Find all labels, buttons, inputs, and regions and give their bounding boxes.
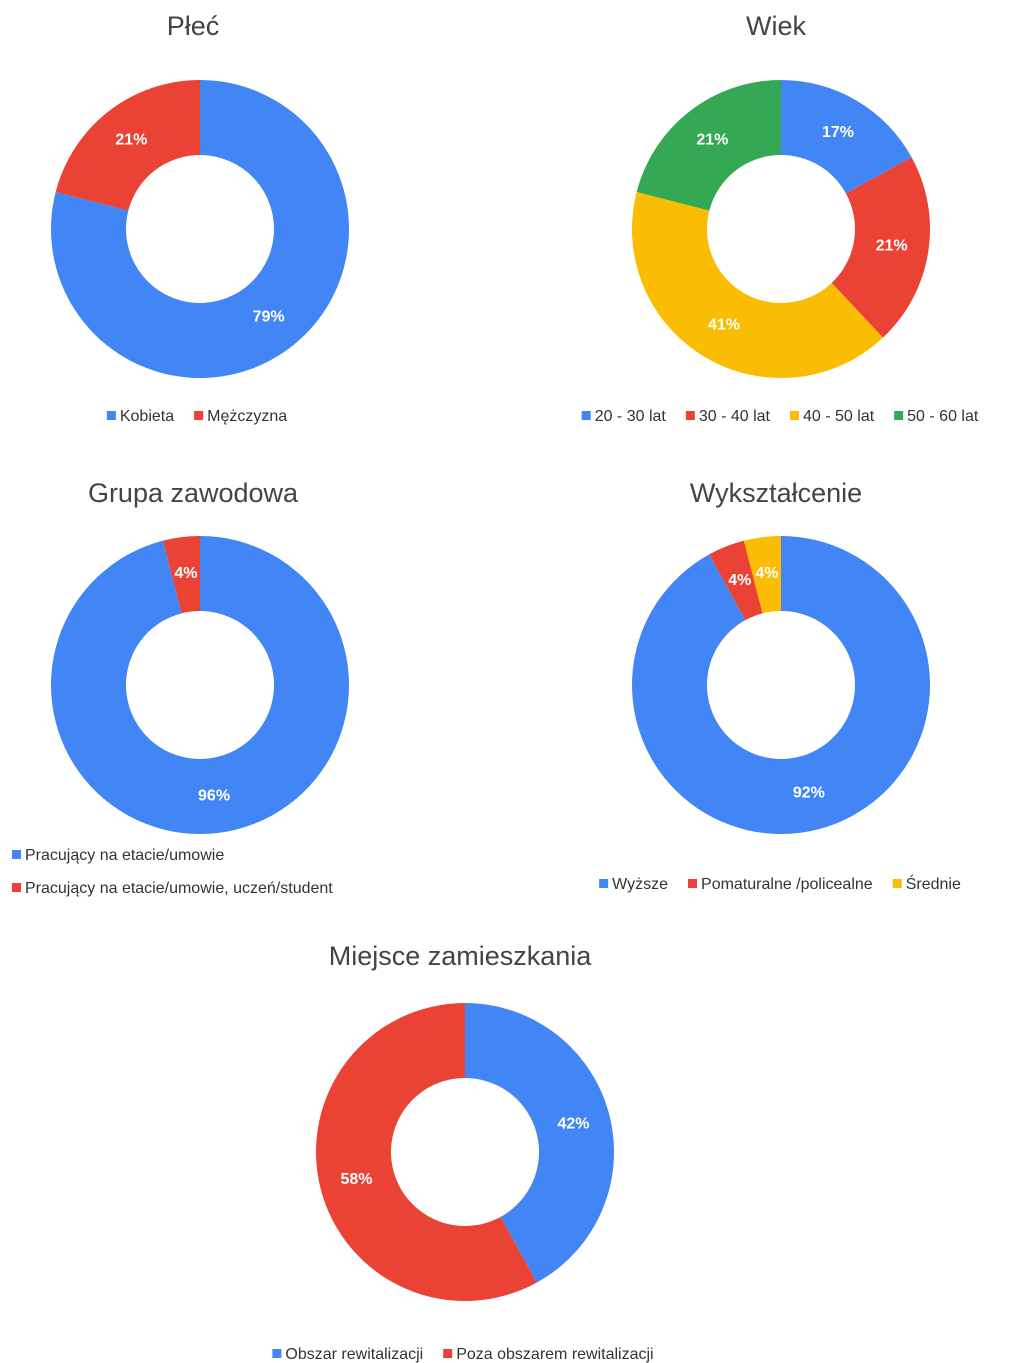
chart-title: Miejsce zamieszkania	[329, 941, 593, 971]
donut-slice	[709, 540, 763, 621]
data-label: 42%	[557, 1115, 589, 1132]
legend-label: Obszar rewitalizacji	[285, 1346, 423, 1363]
legend-item: Wyższe	[599, 876, 668, 893]
donut-slice	[631, 191, 883, 379]
legend: Wyższe Pomaturalne /policealne Średnie	[599, 874, 961, 893]
legend-item: Mężczyzna	[194, 408, 287, 425]
legend-item: Poza obszarem rewitalizacji	[443, 1346, 654, 1363]
legend-label: Średnie	[906, 874, 961, 893]
chart-title: Płeć	[167, 11, 220, 41]
legend-swatch	[688, 879, 698, 888]
donut-slice	[51, 80, 349, 378]
donut-slice	[743, 536, 781, 614]
legend-item: 30 - 40 lat	[685, 408, 771, 425]
donut-chart: Miejsce zamieszkania 42% 58% Obszar rewital…	[272, 941, 654, 1363]
legend-label: Poza obszarem rewitalizacji	[456, 1346, 653, 1363]
legend-item: 20 - 30 lat	[581, 408, 667, 425]
legend-swatch	[581, 411, 591, 420]
data-label: 4%	[728, 572, 751, 589]
chart-title: Wiek	[746, 11, 806, 41]
legend-label: Pomaturalne /policealne	[701, 876, 873, 893]
legend: Pracujący na etacie/umowie Pracujący na e…	[12, 847, 333, 897]
legend: Kobieta Mężczyzna	[106, 408, 287, 425]
legend-swatch	[790, 411, 799, 420]
legend-item: Pracujący na etacie/umowie, uczeń/studen…	[12, 880, 333, 897]
donut-slice	[636, 79, 781, 211]
legend-item: Obszar rewitalizacji	[272, 1346, 423, 1363]
data-label: 4%	[174, 565, 197, 582]
data-label: 96%	[198, 787, 230, 804]
donut-chart: Wykształcenie 92% 4% 4% Wyższe Pomaturalne /p…	[599, 478, 961, 893]
donut-slice	[781, 80, 912, 194]
legend-swatch	[106, 411, 116, 420]
legend-swatch	[12, 883, 21, 892]
donut-slice	[50, 536, 349, 834]
legend-swatch	[892, 879, 902, 888]
legend-swatch	[12, 850, 21, 859]
legend-swatch	[894, 411, 904, 420]
legend-label: Pracujący na etacie/umowie	[25, 847, 224, 864]
legend-item: Średnie	[892, 874, 961, 893]
legend-swatch	[599, 879, 609, 888]
donut-slice	[55, 79, 201, 211]
donut-chart: Płeć 79% 21% Kobieta Mężczyzna	[51, 11, 349, 425]
legend-label: 40 - 50 lat	[803, 408, 875, 425]
legend-label: 30 - 40 lat	[699, 408, 771, 425]
donut-chart: Grupa zawodowa 96% 4% Pracujący na etacie/u…	[12, 478, 349, 897]
data-label: 17%	[822, 124, 854, 141]
legend-item: Pomaturalne /policealne	[688, 876, 873, 893]
legend-label: Kobieta	[120, 408, 174, 425]
data-label: 58%	[341, 1171, 373, 1188]
donut-slice	[632, 536, 930, 834]
data-label: 79%	[253, 309, 285, 326]
legend-label: 20 - 30 lat	[595, 408, 667, 425]
legend-label: Wyższe	[612, 876, 668, 893]
data-label: 92%	[793, 785, 825, 802]
legend-item: Pracujący na etacie/umowie	[12, 847, 224, 864]
legend-swatch	[194, 411, 204, 420]
legend-item: 40 - 50 lat	[790, 408, 875, 425]
legend-label: Mężczyzna	[207, 408, 287, 425]
legend-swatch	[272, 1349, 282, 1358]
legend-label: 50 - 60 lat	[907, 408, 979, 425]
legend-item: Kobieta	[106, 408, 174, 425]
donut-chart: Wiek 17% 21% 41% 21% 20 - 30 lat 30 - 40 lat 40…	[581, 11, 979, 425]
legend: 20 - 30 lat 30 - 40 lat 40 - 50 lat 50 - 60…	[581, 408, 979, 425]
legend-swatch	[443, 1349, 453, 1358]
donut-slice	[315, 1003, 537, 1301]
legend-label: Pracujący na etacie/umowie, uczeń/studen…	[25, 880, 333, 897]
data-label: 4%	[755, 565, 778, 582]
legend-item: 50 - 60 lat	[894, 408, 979, 425]
data-label: 21%	[696, 132, 728, 149]
data-label: 41%	[708, 317, 740, 334]
donut-slice	[162, 536, 200, 614]
chart-title: Wykształcenie	[690, 478, 862, 508]
legend-swatch	[685, 411, 695, 420]
data-label: 21%	[115, 132, 147, 149]
legend: Obszar rewitalizacji Poza obszarem rewita…	[272, 1346, 654, 1363]
data-label: 21%	[876, 238, 908, 255]
chart-title: Grupa zawodowa	[88, 478, 299, 508]
donut-slice	[831, 157, 930, 338]
donut-slice	[465, 1003, 614, 1283]
